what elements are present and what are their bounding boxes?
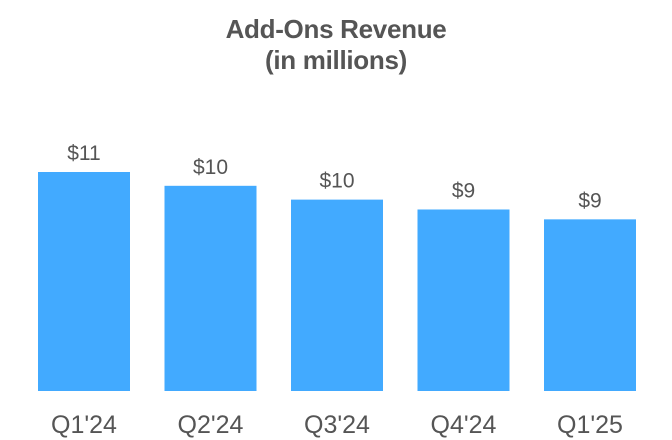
bar-value-label: $10 — [193, 156, 228, 179]
bar-2 — [164, 185, 257, 391]
bar-value-label: $10 — [319, 170, 354, 193]
bar-value-label: $9 — [452, 179, 475, 202]
bar-4 — [417, 209, 510, 391]
chart-subtitle: (in millions) — [265, 45, 407, 75]
bar-1 — [38, 172, 130, 391]
x-tick-label: Q4'24 — [431, 411, 497, 439]
bar-value-label: $11 — [67, 142, 100, 165]
bar-value-label: $9 — [578, 189, 601, 212]
x-tick-label: Q1'25 — [557, 411, 623, 439]
bar-5 — [544, 219, 636, 391]
bar-3 — [291, 199, 383, 391]
x-tick-label: Q1'24 — [51, 411, 117, 439]
chart-title: Add-Ons Revenue — [225, 14, 447, 44]
x-tick-label: Q2'24 — [178, 411, 244, 439]
x-tick-label: Q3'24 — [304, 411, 370, 439]
